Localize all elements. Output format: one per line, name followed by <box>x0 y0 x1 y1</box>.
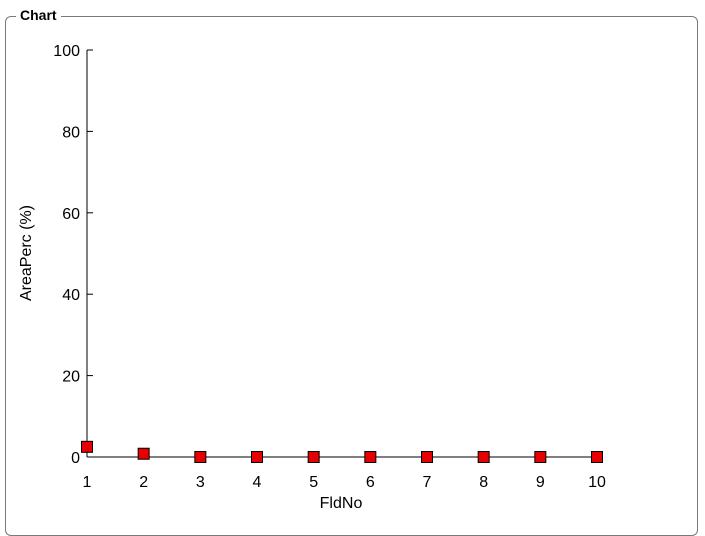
x-tick-label: 8 <box>479 474 488 491</box>
data-point <box>421 451 433 463</box>
data-point <box>137 447 150 460</box>
data-point <box>477 451 490 463</box>
data-point <box>81 440 93 453</box>
data-point <box>591 451 603 463</box>
data-point <box>307 451 320 463</box>
x-axis-label: FldNo <box>320 495 363 512</box>
x-tick-label: 1 <box>83 474 92 491</box>
x-tick-label: 6 <box>366 474 375 491</box>
y-tick-label: 0 <box>71 450 80 467</box>
x-tick-label: 3 <box>196 474 205 491</box>
x-tick-label: 9 <box>536 474 545 491</box>
y-tick-label: 20 <box>62 369 80 386</box>
y-axis: 0 20 40 60 80 100 <box>53 43 93 467</box>
data-point <box>364 451 377 463</box>
y-axis-label: AreaPerc (%) <box>18 205 35 301</box>
data-point <box>534 451 547 463</box>
x-tick-label: 7 <box>423 474 432 491</box>
data-points <box>81 440 603 463</box>
y-tick-label: 80 <box>62 124 80 141</box>
y-tick-label: 100 <box>53 43 80 60</box>
x-tick-label: 4 <box>253 474 262 491</box>
y-tick-label: 40 <box>62 287 80 304</box>
data-point <box>194 451 207 463</box>
x-tick-label: 10 <box>588 474 606 491</box>
scatter-chart: 0 20 40 60 80 100 1 2 3 4 5 6 7 8 9 10 AreaPerc (%) Fl… <box>18 43 606 512</box>
y-tick-label: 60 <box>62 206 80 223</box>
x-axis: 1 2 3 4 5 6 7 8 9 10 <box>83 451 606 491</box>
x-tick-label: 5 <box>309 474 318 491</box>
x-tick-label: 2 <box>139 474 148 491</box>
chart-group-title: Chart <box>16 6 61 24</box>
data-point <box>251 451 263 463</box>
